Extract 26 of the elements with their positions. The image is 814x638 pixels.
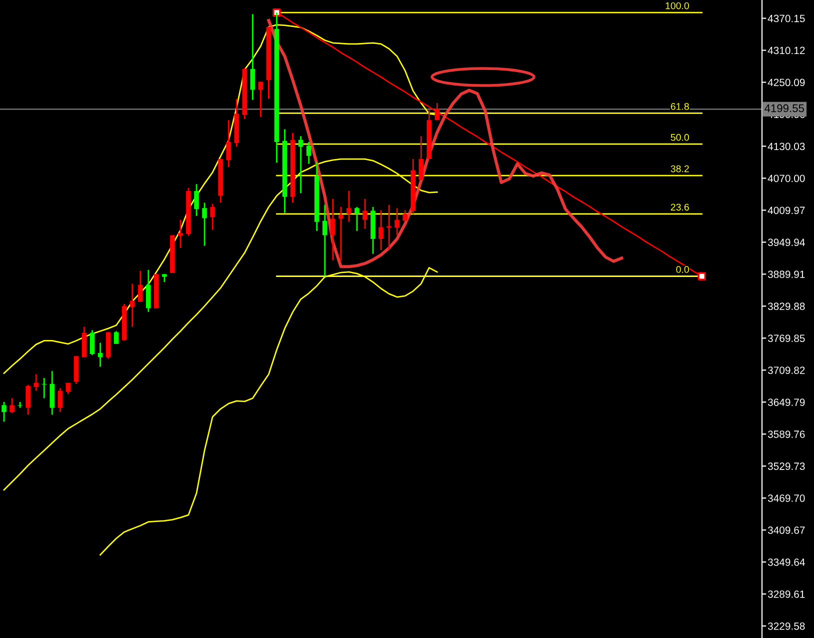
- y-tick-label: 4370.15: [768, 14, 805, 22]
- y-tick-label: 3469.70: [768, 494, 805, 502]
- y-tick-label: 4130.03: [768, 142, 805, 150]
- y-tick-label: 4250.09: [768, 78, 805, 86]
- series-label: 50.0: [670, 134, 689, 141]
- series-label: 23.6: [670, 204, 689, 211]
- y-tick-label: 4070.00: [768, 174, 805, 182]
- series-label: 61.8: [670, 103, 689, 110]
- series-label: 100.0: [666, 2, 689, 10]
- y-tick-label: 3829.88: [768, 302, 805, 310]
- y-tick-label: 3589.76: [768, 430, 805, 438]
- y-tick-label: 3289.61: [768, 590, 805, 598]
- y-tick-label: 3649.79: [768, 398, 805, 406]
- y-tick-label: 3229.58: [768, 622, 805, 630]
- y-tick-label: 3349.64: [768, 558, 805, 566]
- y-tick-label: 3709.82: [768, 366, 805, 374]
- series-label: 38.2: [670, 165, 689, 172]
- y-tick-label: 4310.12: [768, 46, 805, 54]
- y-tick-label: 3889.91: [768, 270, 805, 278]
- series-label: 0.0: [676, 266, 689, 273]
- ref-line-label: 4199.55: [764, 104, 804, 112]
- y-tick-label: 3409.67: [768, 526, 805, 534]
- y-tick-label: 3529.73: [768, 462, 805, 470]
- y-tick-label: 3949.94: [768, 238, 805, 246]
- y-tick-label: 3769.85: [768, 334, 805, 342]
- y-tick-label: 4009.97: [768, 206, 805, 214]
